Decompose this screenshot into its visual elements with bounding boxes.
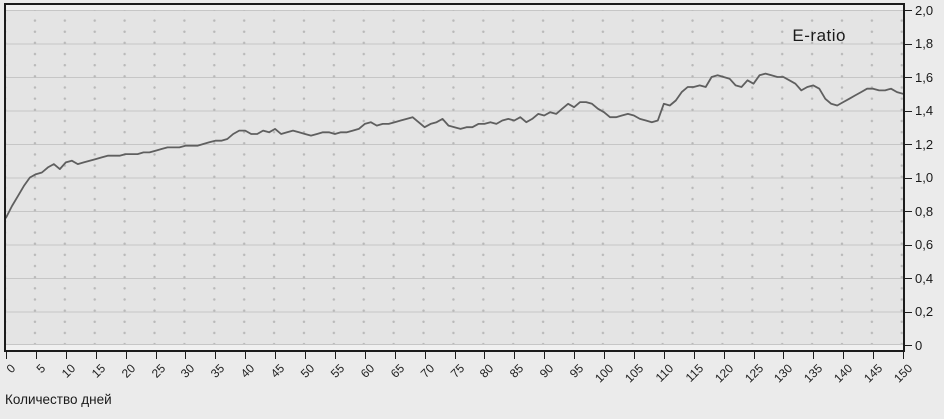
x-tick	[275, 352, 277, 359]
y-tick-label: 0,6	[915, 237, 934, 252]
y-tick-label: 1,6	[915, 69, 934, 85]
y-tick-label: 0,2	[915, 304, 934, 319]
x-tick	[663, 352, 665, 359]
x-tick	[544, 352, 546, 359]
x-tick	[334, 352, 336, 359]
y-tick	[905, 10, 912, 11]
y-tick-label: 0,8	[915, 203, 934, 219]
y-tick-label: 1,0	[915, 170, 934, 185]
plot-area: E-ratio	[4, 3, 905, 352]
x-tick	[484, 352, 486, 359]
y-tick	[905, 43, 912, 45]
y-tick-label: 2,0	[915, 2, 934, 18]
x-tick	[753, 352, 755, 359]
x-tick	[245, 352, 247, 359]
series-label: E-ratio	[792, 26, 846, 45]
x-tick	[185, 352, 187, 359]
x-tick	[633, 352, 635, 359]
x-tick	[903, 352, 904, 359]
x-tick	[843, 352, 845, 359]
y-tick	[905, 278, 912, 279]
y-tick	[905, 77, 912, 78]
x-axis-title: Количество дней	[5, 392, 112, 407]
y-tick-label: 1,2	[915, 136, 934, 152]
x-tick	[574, 352, 576, 359]
x-tick	[125, 352, 127, 359]
y-tick	[905, 110, 912, 112]
y-tick-label: 0,4	[915, 270, 934, 286]
x-tick	[364, 352, 366, 359]
y-tick	[905, 311, 912, 313]
x-tick	[424, 352, 426, 359]
e-ratio-line	[6, 72, 903, 219]
x-tick	[65, 352, 67, 359]
x-tick	[813, 352, 815, 359]
y-tick-label: 1,8	[915, 36, 934, 51]
x-tick	[604, 352, 605, 359]
y-tick-label: 1,4	[915, 103, 934, 118]
y-tick	[905, 244, 912, 246]
e-ratio-line-path	[6, 72, 903, 219]
x-tick	[6, 352, 7, 359]
x-tick	[394, 352, 396, 359]
x-tick	[693, 352, 695, 359]
y-tick-label: 0	[915, 337, 923, 353]
y-tick	[905, 211, 912, 212]
x-tick	[783, 352, 785, 359]
x-tick	[873, 352, 875, 359]
x-tick	[215, 352, 217, 359]
x-tick	[514, 352, 516, 359]
y-tick	[905, 177, 912, 179]
x-tick	[35, 352, 37, 359]
x-tick	[723, 352, 725, 359]
y-tick	[905, 345, 912, 346]
x-tick	[155, 352, 157, 359]
x-tick	[454, 352, 456, 359]
x-tick	[305, 352, 306, 359]
y-tick	[905, 144, 912, 145]
x-tick	[95, 352, 97, 359]
plot-grid-region	[6, 10, 903, 345]
